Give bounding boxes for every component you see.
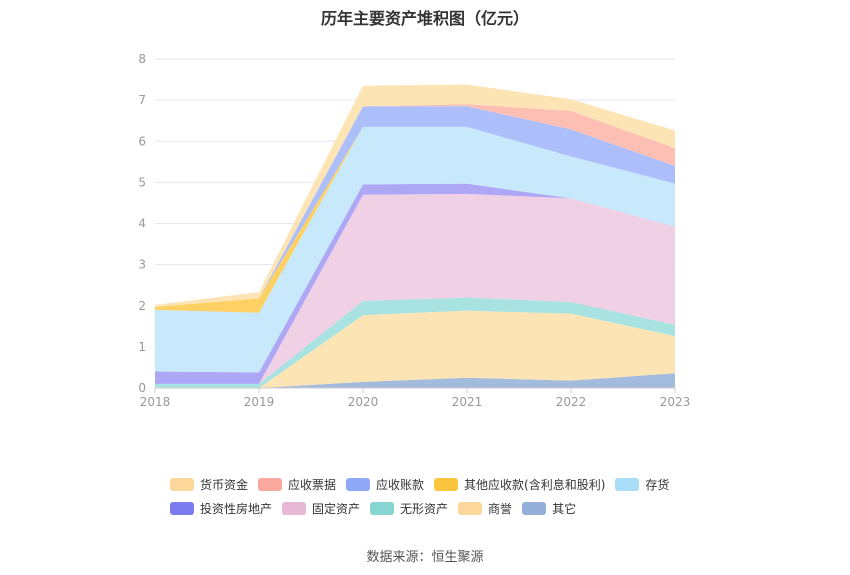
x-tick-label: 2018 <box>140 395 171 409</box>
legend-swatch <box>615 477 640 491</box>
legend-item[interactable]: 货币资金 <box>170 476 248 493</box>
area-series-2 <box>155 310 675 388</box>
legend-item[interactable]: 应收票据 <box>258 476 336 493</box>
legend-swatch <box>282 501 307 515</box>
y-tick-label: 6 <box>138 134 146 148</box>
legend-item[interactable]: 其它 <box>522 500 576 517</box>
y-tick-label: 5 <box>138 175 146 189</box>
legend-item[interactable]: 无形资产 <box>370 500 448 517</box>
y-tick-label: 0 <box>138 381 146 395</box>
x-tick-label: 2021 <box>452 395 483 409</box>
legend-item[interactable]: 商誉 <box>458 500 512 517</box>
legend-swatch <box>170 477 194 491</box>
x-tick-label: 2022 <box>556 395 587 409</box>
legend-swatch <box>170 501 194 515</box>
legend-row: 投资性房地产 固定资产 无形资产 商誉 其它 <box>170 496 690 520</box>
legend-swatch <box>370 501 395 515</box>
legend-item[interactable]: 固定资产 <box>282 500 360 517</box>
legend-item[interactable]: 应收账款 <box>346 476 424 493</box>
chart-legend: 货币资金 应收票据 应收账款 其他应收款(含利息和股利) 存货投资性房地产 固定资产 无形资… <box>170 472 690 520</box>
x-tick-label: 2020 <box>348 395 379 409</box>
chart-title: 历年主要资产堆积图（亿元） <box>320 9 529 28</box>
legend-item[interactable]: 其他应收款(含利息和股利) <box>434 476 605 493</box>
area-series-7 <box>155 126 675 313</box>
area-series-1 <box>155 373 675 388</box>
legend-label: 无形资产 <box>400 501 449 516</box>
x-tick-label: 2023 <box>660 395 691 409</box>
legend-row: 货币资金 应收票据 应收账款 其他应收款(含利息和股利) 存货 <box>170 472 690 496</box>
y-tick-label: 7 <box>138 93 146 107</box>
area-series-5 <box>155 183 675 384</box>
legend-swatch <box>522 501 547 515</box>
legend-swatch <box>346 477 371 491</box>
legend-label: 存货 <box>645 477 670 492</box>
legend-label: 投资性房地产 <box>200 501 273 516</box>
area-series-6 <box>155 126 675 373</box>
legend-label: 应收票据 <box>288 477 337 492</box>
data-source: 数据来源：恒生聚源 <box>366 550 484 565</box>
legend-item[interactable]: 存货 <box>615 476 669 493</box>
y-tick-label: 1 <box>138 340 146 354</box>
y-tick-label: 3 <box>138 258 146 272</box>
legend-label: 货币资金 <box>200 477 249 492</box>
y-tick-label: 4 <box>138 217 146 231</box>
legend-swatch <box>258 477 283 491</box>
area-series-4 <box>155 193 675 384</box>
y-tick-label: 2 <box>138 299 146 313</box>
legend-label: 商誉 <box>488 501 513 516</box>
legend-item[interactable]: 投资性房地产 <box>170 500 272 517</box>
area-series-3 <box>155 297 675 388</box>
legend-label: 应收账款 <box>376 477 425 492</box>
legend-label: 其他应收款(含利息和股利) <box>464 477 606 492</box>
legend-label: 固定资产 <box>312 501 361 516</box>
legend-swatch <box>434 477 459 491</box>
y-tick-label: 8 <box>138 52 146 66</box>
stacked-area-chart: 0 1 2 3 4 5 6 7 8 2018 2019 2020 2021 2022 2023 <box>138 52 691 409</box>
legend-label: 其它 <box>552 501 577 516</box>
legend-swatch <box>458 501 483 515</box>
x-tick-label: 2019 <box>244 395 275 409</box>
